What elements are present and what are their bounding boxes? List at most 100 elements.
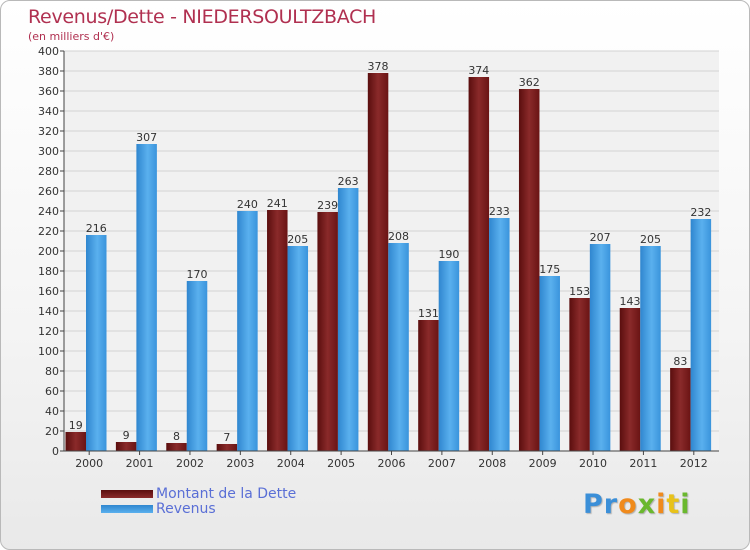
x-tick-label-2009: 2009 [529, 457, 557, 470]
bar-revenue-2000 [86, 235, 107, 451]
y-tick-label: 40 [45, 405, 59, 418]
bar-revenue-2009 [539, 276, 560, 451]
data-label-debt-2006: 378 [368, 60, 389, 73]
bar-debt-2009 [518, 89, 540, 451]
bar-debt-2003 [216, 444, 238, 451]
x-tick-label-2010: 2010 [579, 457, 607, 470]
y-tick-label: 20 [45, 425, 59, 438]
bar-revenue-2011 [640, 246, 661, 451]
data-label-revenue-2012: 232 [690, 206, 711, 219]
bar-debt-2004 [267, 210, 288, 451]
x-tick-label-2004: 2004 [277, 457, 305, 470]
data-label-revenue-2004: 205 [287, 233, 308, 246]
bar-debt-2002 [166, 443, 187, 451]
y-tick-label: 80 [45, 365, 59, 378]
logo-letter: i [680, 489, 691, 520]
x-tick-label-2003: 2003 [226, 457, 254, 470]
bar-revenue-2008 [489, 218, 510, 451]
data-label-revenue-2008: 233 [489, 205, 510, 218]
x-tick-label-2006: 2006 [378, 457, 406, 470]
logo-letter: P [583, 489, 604, 520]
y-tick-label: 0 [52, 445, 59, 458]
y-tick-label: 220 [38, 225, 59, 238]
x-tick-label-2002: 2002 [176, 457, 204, 470]
y-tick-label: 380 [38, 65, 59, 78]
bar-debt-2010 [569, 298, 590, 451]
bar-debt-2011 [619, 308, 641, 451]
bar-debt-2000 [65, 432, 86, 451]
logo-letter: i [656, 489, 667, 520]
y-tick-label: 240 [38, 205, 59, 218]
legend-swatch-revenue [101, 505, 153, 513]
y-tick-label: 300 [38, 145, 59, 158]
bar-debt-2006 [367, 73, 389, 451]
bar-revenue-2003 [237, 211, 258, 451]
data-label-debt-2000: 19 [69, 419, 83, 432]
legend-label-revenue: Revenus [156, 501, 216, 517]
x-tick-label-2000: 2000 [75, 457, 103, 470]
bar-revenue-2007 [438, 261, 460, 451]
data-label-debt-2002: 8 [173, 430, 180, 443]
data-label-debt-2007: 131 [418, 307, 439, 320]
bar-revenue-2010 [589, 244, 611, 451]
data-label-revenue-2002: 170 [187, 268, 208, 281]
y-tick-label: 260 [38, 185, 59, 198]
legend-swatch-debt [101, 490, 153, 498]
data-label-revenue-2003: 240 [237, 198, 258, 211]
chart-subtitle: (en milliers d'€) [28, 30, 115, 43]
data-label-debt-2001: 9 [123, 429, 130, 442]
chart-title: Revenus/Dette - NIEDERSOULTZBACH [28, 6, 377, 28]
logo-letter: o [618, 489, 638, 520]
logo-letter: x [637, 489, 657, 520]
x-tick-label-2008: 2008 [478, 457, 506, 470]
y-tick-label: 360 [38, 85, 59, 98]
y-tick-label: 140 [38, 305, 59, 318]
axis-layer: 0 20 40 60 80 100 120 140 160 180 200 220 240 260 280 3… [38, 45, 719, 470]
data-label-revenue-2000: 216 [86, 222, 107, 235]
y-tick-label: 200 [38, 245, 59, 258]
logo-letter: r [603, 489, 619, 520]
y-tick-label: 280 [38, 165, 59, 178]
data-label-revenue-2011: 205 [640, 233, 661, 246]
y-tick-label: 120 [38, 325, 59, 338]
bar-debt-2005 [317, 212, 338, 451]
data-label-debt-2009: 362 [519, 76, 540, 89]
data-label-debt-2003: 7 [223, 431, 230, 444]
bars-layer [65, 73, 712, 451]
y-tick-label: 320 [38, 125, 59, 138]
y-tick-label: 340 [38, 105, 59, 118]
bar-debt-2007 [418, 320, 439, 451]
data-label-debt-2011: 143 [619, 295, 640, 308]
y-tick-label: 100 [38, 345, 59, 358]
data-label-debt-2010: 153 [569, 285, 590, 298]
data-label-debt-2008: 374 [468, 64, 489, 77]
x-tick-label-2012: 2012 [680, 457, 708, 470]
x-tick-label-2001: 2001 [126, 457, 154, 470]
data-label-revenue-2010: 207 [590, 231, 611, 244]
bar-debt-2012 [670, 368, 691, 451]
data-label-revenue-2009: 175 [539, 263, 560, 276]
x-tick-label-2007: 2007 [428, 457, 456, 470]
bar-debt-2001 [115, 442, 137, 451]
bar-revenue-2002 [186, 281, 208, 451]
data-label-revenue-2007: 190 [438, 248, 459, 261]
data-label-revenue-2006: 208 [388, 230, 409, 243]
bar-revenue-2006 [388, 243, 409, 451]
y-tick-label: 60 [45, 385, 59, 398]
proxiti-logo: Proxiti [583, 489, 691, 520]
bar-revenue-2012 [690, 219, 712, 451]
data-label-debt-2005: 239 [317, 199, 338, 212]
y-tick-label: 180 [38, 265, 59, 278]
data-label-revenue-2005: 263 [338, 175, 359, 188]
x-tick-label-2011: 2011 [629, 457, 657, 470]
logo-letter: t [666, 489, 681, 520]
y-tick-label: 400 [38, 45, 59, 58]
bar-revenue-2005 [337, 188, 359, 451]
bar-revenue-2001 [136, 144, 157, 451]
bar-revenue-2004 [287, 246, 309, 451]
x-tick-label-2005: 2005 [327, 457, 355, 470]
y-tick-label: 160 [38, 285, 59, 298]
